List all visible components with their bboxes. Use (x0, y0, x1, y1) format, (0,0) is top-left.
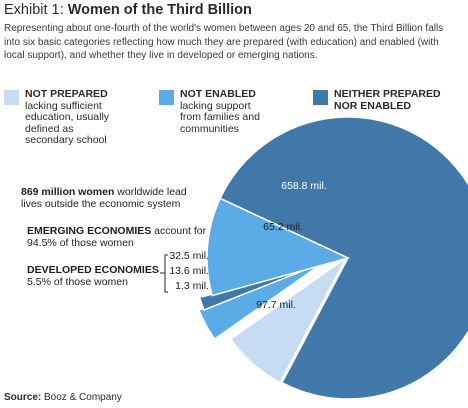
emerging-bold: EMERGING ECONOMIES (27, 225, 152, 237)
legend-line: secondary school (25, 134, 107, 146)
source-note: Source: Booz & Company (4, 392, 122, 403)
legend-line: lacking sufficient (25, 99, 102, 112)
legend-heading: NOT PREPARED (25, 88, 108, 100)
legend-swatch-not-prepared (4, 90, 19, 105)
pie-slice (229, 257, 347, 384)
legend-line: lacking support (180, 99, 251, 112)
emerging-rest: account for (151, 225, 207, 237)
legend-text-neither: NEITHER PREPARED NOR ENABLED (334, 88, 441, 112)
legend-heading: NOT ENABLED (180, 88, 256, 100)
developed-bold: DEVELOPED ECONOMIES (27, 264, 159, 276)
legend-heading-line2: NOR ENABLED (334, 99, 412, 112)
legend-line: education, usually (25, 111, 110, 123)
pie-slice (206, 197, 351, 297)
legend-swatch-neither (313, 90, 328, 105)
slice-value-label: 32.5 mil. (169, 250, 209, 262)
slice-value-label: 13.6 mil. (169, 265, 209, 277)
slice-value-label: 97.7 mil. (256, 299, 296, 311)
slice-value-label: 1.3 mil. (175, 280, 209, 292)
total-annotation: 869 million women worldwide lead lives o… (21, 186, 187, 210)
legend-text-not-enabled: NOT ENABLED lacking support from familie… (180, 88, 260, 135)
pie-slice (197, 257, 331, 341)
emerging-annotation: EMERGING ECONOMIES account for 94.5% of … (27, 225, 206, 249)
slice-value-label: 658.8 mil. (281, 180, 327, 192)
legend-heading: NEITHER PREPARED (334, 88, 441, 100)
pie-slice (219, 116, 468, 400)
source-text: Booz & Company (41, 392, 122, 403)
legend-text-not-prepared: NOT PREPARED lacking sufficient educatio… (25, 88, 110, 147)
emerging-line2: 94.5% of those women (27, 237, 134, 249)
source-label: Source: (4, 392, 42, 403)
total-line2: lives outside the economic system (21, 198, 181, 210)
developed-bracket (160, 254, 168, 293)
total-bold: 869 million women (21, 186, 115, 198)
legend-line: from families and (180, 111, 260, 123)
developed-annotation: DEVELOPED ECONOMIES 5.5% of those women (27, 264, 159, 288)
title-text: Women of the Third Billion (67, 2, 252, 18)
chart-title: Exhibit 1: Women of the Third Billion (4, 2, 252, 18)
legend-line: communities (180, 122, 239, 135)
slice-value-label: 65.2 mil. (263, 221, 303, 233)
exhibit-label: Exhibit 1: (4, 2, 64, 18)
developed-line2: 5.5% of those women (27, 276, 128, 288)
total-rest: worldwide lead (114, 186, 187, 198)
legend-swatch-not-enabled (159, 90, 174, 105)
legend-line: defined as (25, 122, 74, 135)
chart-subtitle: Representing about one-fourth of the wor… (4, 23, 444, 61)
